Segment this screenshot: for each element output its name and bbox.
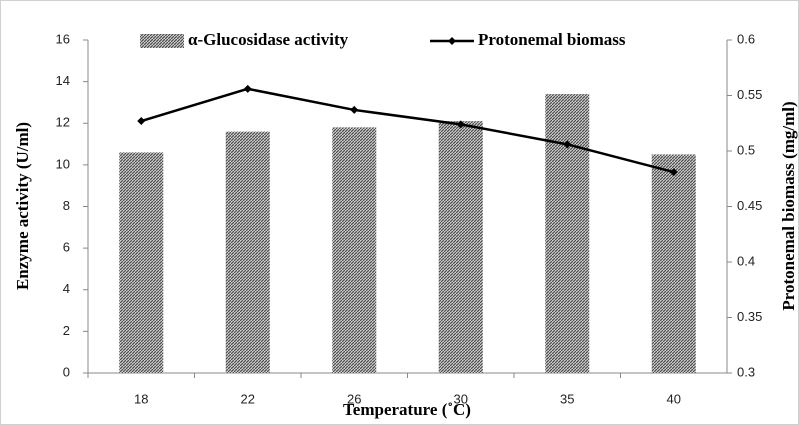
bar — [332, 127, 377, 373]
y2-tick-label: 0.35 — [737, 309, 762, 324]
y2-tick-label: 0.45 — [737, 198, 762, 213]
bar — [545, 94, 590, 374]
y-tick-label: 4 — [63, 281, 70, 296]
y2-tick-label: 0.4 — [737, 253, 755, 268]
y-tick-label: 2 — [63, 323, 70, 338]
bar — [225, 131, 270, 373]
x-tick-label: 30 — [454, 391, 468, 406]
line-marker — [456, 120, 465, 129]
bar — [438, 121, 483, 373]
y-tick-label: 10 — [56, 156, 70, 171]
legend-marker — [448, 37, 456, 45]
y-tick-label: 14 — [56, 73, 70, 88]
y-tick-label: 12 — [56, 115, 70, 130]
y-tick-label: 6 — [63, 240, 70, 255]
y2-tick-label: 0.3 — [737, 364, 755, 379]
bar — [119, 152, 164, 373]
x-tick-label: 26 — [347, 391, 361, 406]
y-tick-label: 0 — [63, 364, 70, 379]
legend-label: Protonemal biomass — [478, 30, 626, 49]
line-marker — [350, 105, 359, 114]
line-marker — [669, 168, 678, 177]
bar — [651, 154, 696, 373]
y2-axis-title: Protonemal biomass (mg/ml) — [779, 101, 798, 310]
x-tick-label: 35 — [560, 391, 574, 406]
line-marker — [243, 84, 252, 93]
y-tick-label: 16 — [56, 31, 70, 46]
y2-tick-label: 0.5 — [737, 142, 755, 157]
y2-tick-label: 0.55 — [737, 87, 762, 102]
y2-tick-label: 0.6 — [737, 31, 755, 46]
y-tick-label: 8 — [63, 198, 70, 213]
legend-swatch — [140, 34, 184, 48]
x-tick-label: 22 — [241, 391, 255, 406]
line-marker — [137, 117, 146, 126]
line-marker — [563, 140, 572, 149]
x-axis-title: Temperature (˚C) — [343, 400, 471, 419]
line — [140, 87, 675, 174]
y-axis-title: Enzyme activity (U/ml) — [13, 122, 32, 290]
x-tick-label: 40 — [667, 391, 681, 406]
x-tick-label: 18 — [134, 391, 148, 406]
legend-label: α-Glucosidase activity — [188, 30, 349, 49]
